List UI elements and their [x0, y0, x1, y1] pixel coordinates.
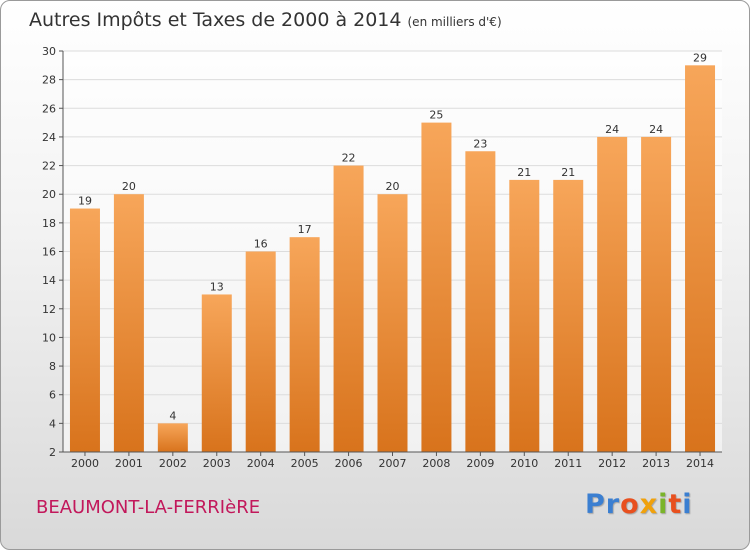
y-tick-label: 4 — [49, 417, 56, 430]
x-tick-label: 2005 — [291, 457, 319, 470]
bar-value-label: 17 — [298, 223, 312, 236]
y-tick-label: 24 — [42, 131, 56, 144]
bar — [289, 237, 320, 452]
x-tick-label: 2003 — [203, 457, 231, 470]
x-tick-label: 2010 — [510, 457, 538, 470]
bar — [245, 251, 276, 452]
commune-name: BEAUMONT-LA-FERRIèRE — [36, 497, 261, 518]
y-tick-label: 6 — [49, 389, 56, 402]
bar — [113, 194, 144, 452]
x-tick-label: 2009 — [466, 457, 494, 470]
bar-value-label: 13 — [210, 280, 224, 293]
x-tick-label: 2014 — [686, 457, 714, 470]
y-tick-label: 20 — [42, 188, 56, 201]
logo-letter: P — [585, 489, 606, 520]
bar-value-label: 19 — [78, 195, 92, 208]
x-tick-label: 2012 — [598, 457, 626, 470]
bar-value-label: 24 — [605, 123, 619, 136]
bar — [465, 151, 496, 452]
logo-letter: o — [620, 489, 640, 520]
bar-value-label: 21 — [517, 166, 531, 179]
bar — [157, 423, 188, 452]
y-tick-label: 8 — [49, 360, 56, 373]
bar — [421, 122, 452, 452]
chart-title: Autres Impôts et Taxes de 2000 à 2014 (en… — [29, 9, 502, 31]
y-tick-label: 26 — [42, 102, 56, 115]
x-tick-label: 2004 — [247, 457, 275, 470]
logo-letter: x — [639, 489, 659, 520]
x-tick-label: 2008 — [422, 457, 450, 470]
proxiti-logo[interactable]: Proxiti — [585, 489, 693, 520]
y-tick-label: 30 — [42, 45, 56, 58]
bar — [201, 294, 232, 452]
y-tick-label: 16 — [42, 246, 56, 259]
logo-letter: i — [682, 489, 693, 520]
bar-value-label: 20 — [122, 180, 136, 193]
bar — [597, 136, 628, 452]
bar — [685, 65, 716, 453]
bar-value-label: 20 — [386, 180, 400, 193]
chart-unit: (en milliers d'€) — [407, 15, 502, 29]
bar — [553, 179, 584, 452]
x-tick-label: 2011 — [554, 457, 582, 470]
y-tick-label: 2 — [49, 446, 56, 459]
y-tick-label: 10 — [42, 331, 56, 344]
x-tick-label: 2002 — [159, 457, 187, 470]
bar — [641, 136, 672, 452]
bar — [377, 194, 408, 452]
x-tick-label: 2001 — [115, 457, 143, 470]
x-tick-label: 2013 — [642, 457, 670, 470]
x-tick-label: 2007 — [379, 457, 407, 470]
y-tick-label: 28 — [42, 74, 56, 87]
logo-letter: t — [668, 489, 683, 520]
x-tick-label: 2000 — [71, 457, 99, 470]
y-tick-label: 18 — [42, 217, 56, 230]
bar-value-label: 16 — [254, 238, 268, 251]
y-tick-label: 12 — [42, 303, 56, 316]
y-tick-label: 22 — [42, 160, 56, 173]
bar — [333, 165, 364, 453]
chart-title-text: Autres Impôts et Taxes de 2000 à 2014 — [29, 9, 402, 31]
bar — [69, 208, 100, 452]
logo-letter: i — [658, 489, 669, 520]
bar-value-label: 21 — [561, 166, 575, 179]
bar-value-label: 22 — [342, 152, 356, 165]
bar-value-label: 24 — [649, 123, 663, 136]
bar — [509, 179, 540, 452]
x-tick-label: 2006 — [335, 457, 363, 470]
y-tick-label: 14 — [42, 274, 56, 287]
bar-value-label: 4 — [169, 409, 176, 422]
bar-value-label: 23 — [473, 137, 487, 150]
bar-value-label: 25 — [429, 109, 443, 122]
logo-letter: r — [605, 489, 621, 520]
bar-value-label: 29 — [693, 51, 707, 64]
